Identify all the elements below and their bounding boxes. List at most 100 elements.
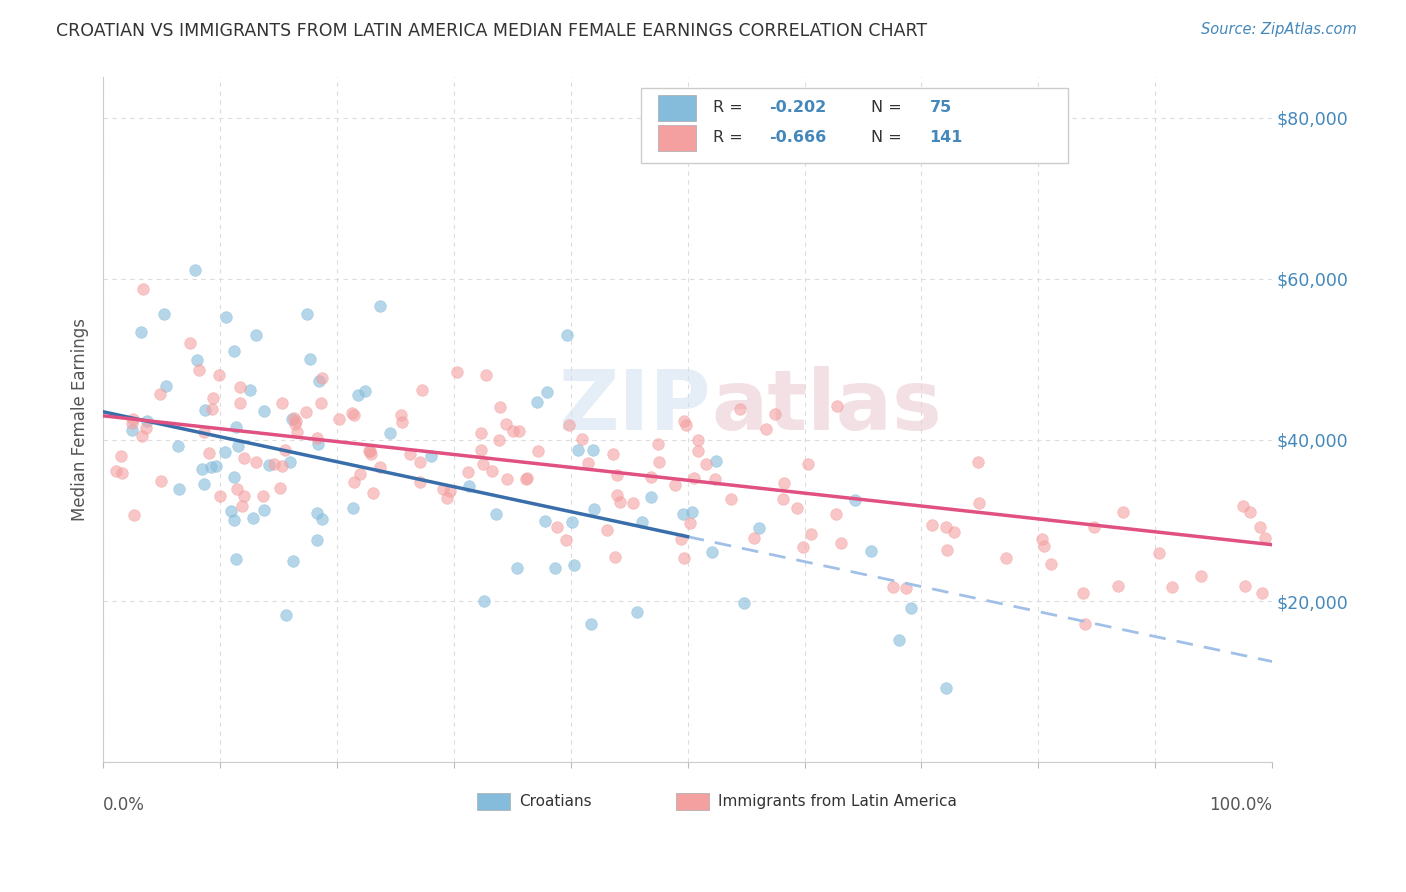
Point [623,496,645,510]
Point [224,513,246,527]
Point [105,464,128,478]
Point [536,385,558,400]
Point [284,414,307,428]
Point [309,396,332,410]
Text: -0.202: -0.202 [769,100,827,115]
Point [239,383,262,397]
Point [446,365,468,379]
Point [561,515,583,529]
Point [488,433,510,447]
Point [179,335,201,350]
Point [226,483,249,497]
Point [683,471,706,485]
Point [681,505,703,519]
Point [675,417,697,432]
Point [606,468,628,483]
Point [131,429,153,443]
Point [263,458,285,472]
Point [742,531,765,545]
Point [135,420,157,434]
Point [733,596,755,610]
Text: Croatians: Croatians [519,795,592,809]
Point [136,414,159,428]
Point [502,424,524,438]
Point [214,444,236,458]
Point [129,326,152,340]
Text: 141: 141 [929,130,963,145]
Text: R =: R = [713,100,748,115]
Point [225,420,247,434]
Point [648,455,671,469]
Point [354,384,377,399]
Point [824,507,846,521]
Point [167,439,190,453]
Point [792,540,814,554]
Point [825,399,848,413]
Point [155,379,177,393]
Point [640,490,662,504]
Text: 100.0%: 100.0% [1209,797,1272,814]
Point [626,605,648,619]
Point [1234,579,1257,593]
Point [506,561,529,575]
Point [252,489,274,503]
Point [1189,569,1212,583]
Point [283,411,305,425]
Point [576,456,599,470]
Point [470,426,492,441]
Point [773,475,796,490]
Point [496,472,519,486]
Point [796,457,818,471]
Point [342,500,364,515]
Point [208,489,231,503]
Point [1033,539,1056,553]
Point [1161,581,1184,595]
Point [215,310,238,324]
Point [1073,586,1095,600]
Point [439,483,461,498]
Point [253,503,276,517]
Point [226,439,249,453]
Point [110,449,132,463]
Point [132,282,155,296]
Point [935,681,957,695]
Point [786,501,808,516]
Point [191,461,214,475]
Point [305,533,328,547]
Point [935,520,957,534]
Point [307,437,329,451]
Point [704,472,727,486]
Point [270,458,292,473]
Point [259,458,281,472]
Point [193,477,215,491]
Point [558,417,581,432]
Point [122,412,145,426]
Point [299,351,322,366]
Point [672,508,695,522]
Point [533,515,555,529]
Point [253,404,276,418]
Text: Source: ZipAtlas.com: Source: ZipAtlas.com [1201,22,1357,37]
Point [882,580,904,594]
Point [844,493,866,508]
Point [555,533,578,548]
Point [222,343,245,358]
Point [457,479,479,493]
Point [755,422,778,436]
Point [121,423,143,437]
Point [1250,586,1272,600]
Point [630,515,652,529]
Point [763,407,786,421]
Point [647,437,669,451]
Point [378,426,401,441]
Point [936,543,959,558]
Point [800,526,823,541]
Point [859,544,882,558]
Point [640,470,662,484]
Point [308,374,330,388]
Point [921,518,943,533]
Point [432,483,454,497]
Text: atlas: atlas [711,366,942,447]
Point [470,443,492,458]
Point [672,550,695,565]
